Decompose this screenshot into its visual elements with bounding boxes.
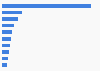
Bar [2,17,18,21]
Bar [2,44,10,47]
Bar [2,4,91,8]
Bar [2,63,7,67]
Bar [2,37,10,41]
Bar [2,24,14,27]
Bar [2,50,9,54]
Bar [2,57,8,60]
Bar [2,30,12,34]
Bar [2,11,22,14]
